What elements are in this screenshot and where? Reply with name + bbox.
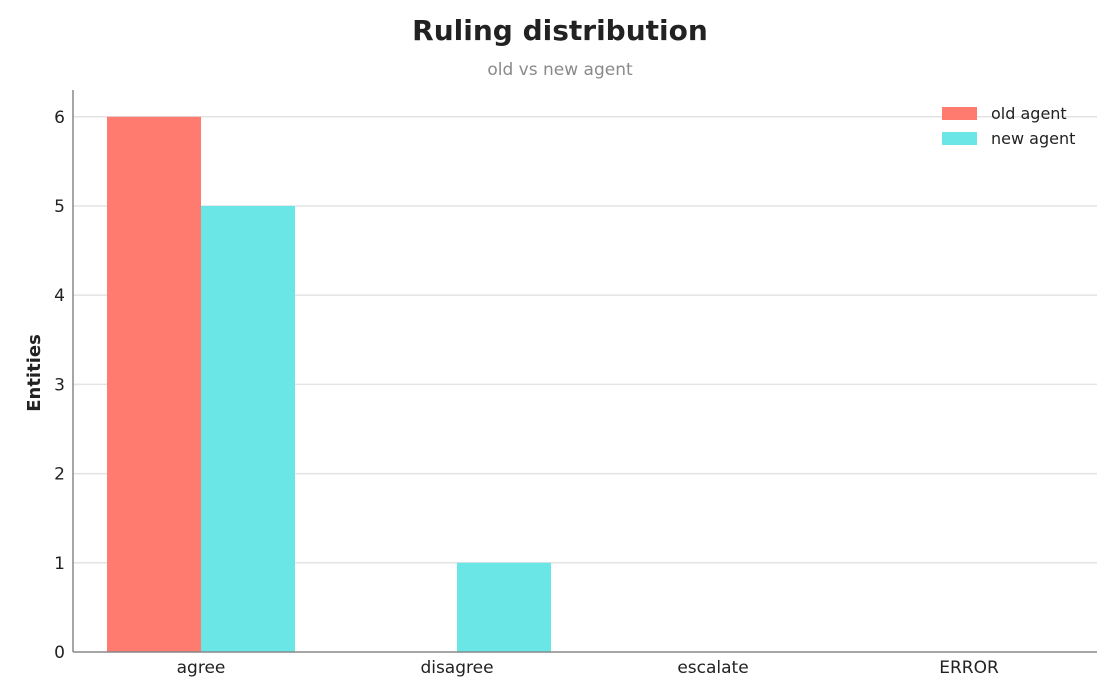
chart-title: Ruling distribution [412, 14, 708, 47]
bar-new-agent-agree [201, 205, 295, 652]
legend-swatch [942, 132, 977, 145]
y-tick-label: 1 [54, 554, 65, 574]
y-axis-label: Entities [24, 334, 45, 412]
x-tick-label: escalate [677, 658, 748, 678]
y-tick-label: 4 [54, 286, 65, 306]
bar-new-agent-disagree [457, 562, 551, 652]
y-tick-label: 2 [54, 465, 65, 485]
legend-swatch [942, 107, 977, 120]
bars [107, 116, 551, 652]
y-tick-label: 6 [54, 108, 65, 128]
y-tick-label: 0 [54, 643, 65, 663]
y-tick-label: 5 [54, 197, 65, 217]
y-tick-labels: 0 1 2 3 4 5 6 [54, 108, 65, 663]
legend-label: old agent [991, 104, 1067, 123]
y-tick-label: 3 [54, 375, 65, 395]
axes [72, 90, 1097, 653]
x-tick-label: agree [177, 658, 226, 678]
chart-subtitle: old vs new agent [487, 60, 633, 80]
x-tick-label: disagree [420, 658, 493, 678]
legend-label: new agent [991, 129, 1075, 148]
x-tick-label: ERROR [939, 658, 999, 678]
x-tick-labels: agree disagree escalate ERROR [177, 658, 999, 678]
bar-old-agent-agree [107, 116, 201, 652]
legend: old agent new agent [942, 104, 1075, 148]
